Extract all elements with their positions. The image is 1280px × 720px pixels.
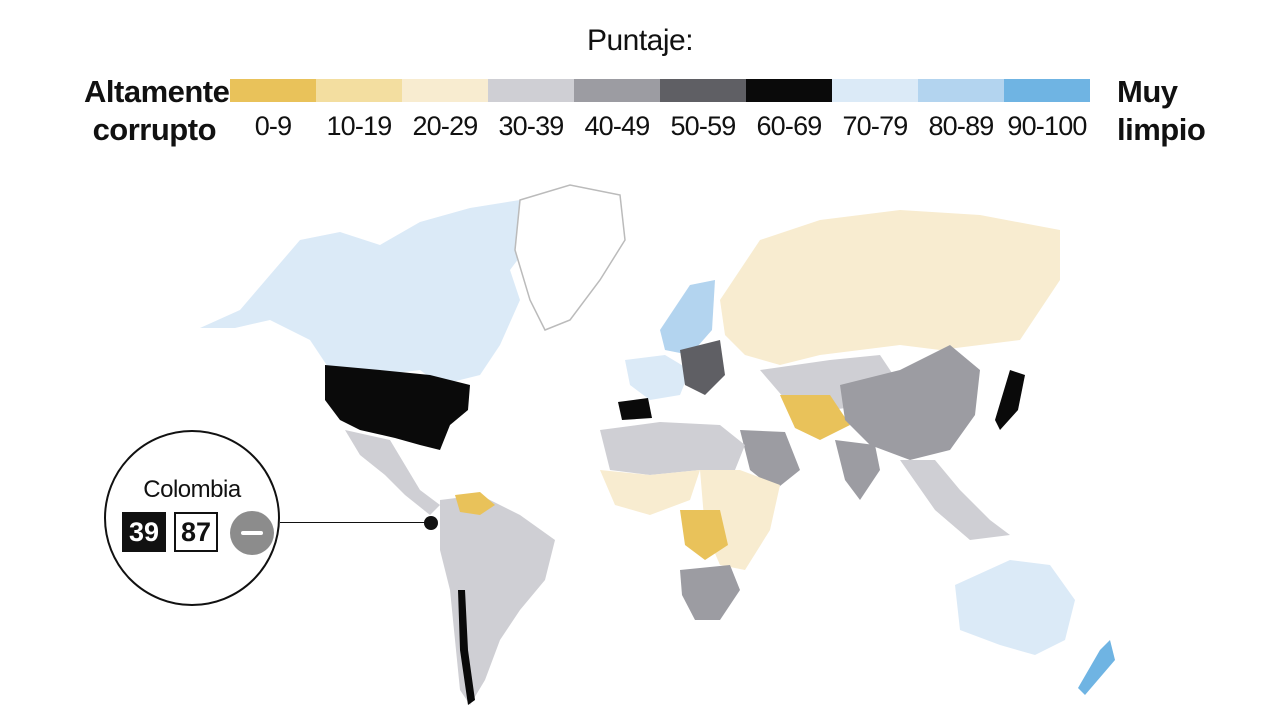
legend-bin: 50-59 [660,79,746,142]
callout-country-name: Colombia [143,476,241,503]
legend-swatch [316,79,402,102]
region-india [835,440,880,500]
legend-high-label: Muy limpio [1117,73,1206,149]
region-mexico [345,430,440,515]
legend-swatch [1004,79,1090,102]
minus-circle-icon [230,511,274,555]
callout-leader-line [280,522,430,523]
region-china [840,345,980,460]
legend-scale: 0-9 10-19 20-29 30-39 40-49 50-59 60-69 70-79 80… [230,79,1090,142]
legend-swatch [230,79,316,102]
legend-swatch [660,79,746,102]
legend-swatch [402,79,488,102]
legend-range-label: 40-49 [584,111,650,141]
region-southeast-asia [900,460,1010,540]
region-canada [200,200,540,385]
legend-bin: 10-19 [316,79,402,142]
legend-range-label: 80-89 [928,111,994,141]
callout-rank: 87 [174,512,218,552]
legend-bin: 40-49 [574,79,660,142]
world-map [200,184,1115,705]
region-chile [458,590,475,705]
region-russia [720,210,1060,365]
region-south-america [440,495,555,705]
legend-range-label: 0-9 [254,111,292,141]
legend-swatch [488,79,574,102]
legend-range-label: 30-39 [498,111,564,141]
legend-swatch [574,79,660,102]
legend-low-label-line2: corrupto [92,112,217,147]
legend-range-label: 50-59 [670,111,736,141]
country-callout: Colombia 39 87 [104,430,280,606]
region-central-europe [680,340,725,395]
region-central-africa [680,510,728,560]
legend-high-label-line2: limpio [1117,112,1206,147]
legend-swatch [832,79,918,102]
legend-bin: 80-89 [918,79,1004,142]
legend-swatch [918,79,1004,102]
region-arabia [740,430,800,490]
region-japan [995,370,1025,430]
callout-score: 39 [122,512,166,552]
legend-bin: 90-100 [1004,79,1090,142]
region-venezuela [455,492,495,515]
region-spain [618,398,652,420]
legend-bin: 20-29 [402,79,488,142]
region-western-europe [625,355,690,400]
region-scandinavia [660,280,715,355]
legend-range-label: 20-29 [412,111,478,141]
callout-location-dot [424,516,438,530]
region-australia [955,560,1075,655]
legend-swatch [746,79,832,102]
legend-range-label: 10-19 [326,111,392,141]
region-southern-africa [680,565,740,620]
region-greenland [514,184,626,331]
legend-low-label: Altamente corrupto [84,73,230,149]
legend-bin: 60-69 [746,79,832,142]
legend-bin: 30-39 [488,79,574,142]
legend-bin: 70-79 [832,79,918,142]
legend-range-label: 60-69 [756,111,822,141]
legend-range-label: 90-100 [1007,111,1087,141]
legend-title: Puntaje: [586,24,694,57]
legend-range-label: 70-79 [842,111,908,141]
region-iran-afghanistan [780,395,850,440]
region-usa [325,365,470,450]
legend-low-label-line1: Altamente [84,74,230,109]
region-new-zealand [1078,640,1115,695]
region-west-africa [600,470,700,515]
legend-bin: 0-9 [230,79,316,142]
region-north-africa [600,422,745,475]
legend-high-label-line1: Muy [1117,74,1178,109]
